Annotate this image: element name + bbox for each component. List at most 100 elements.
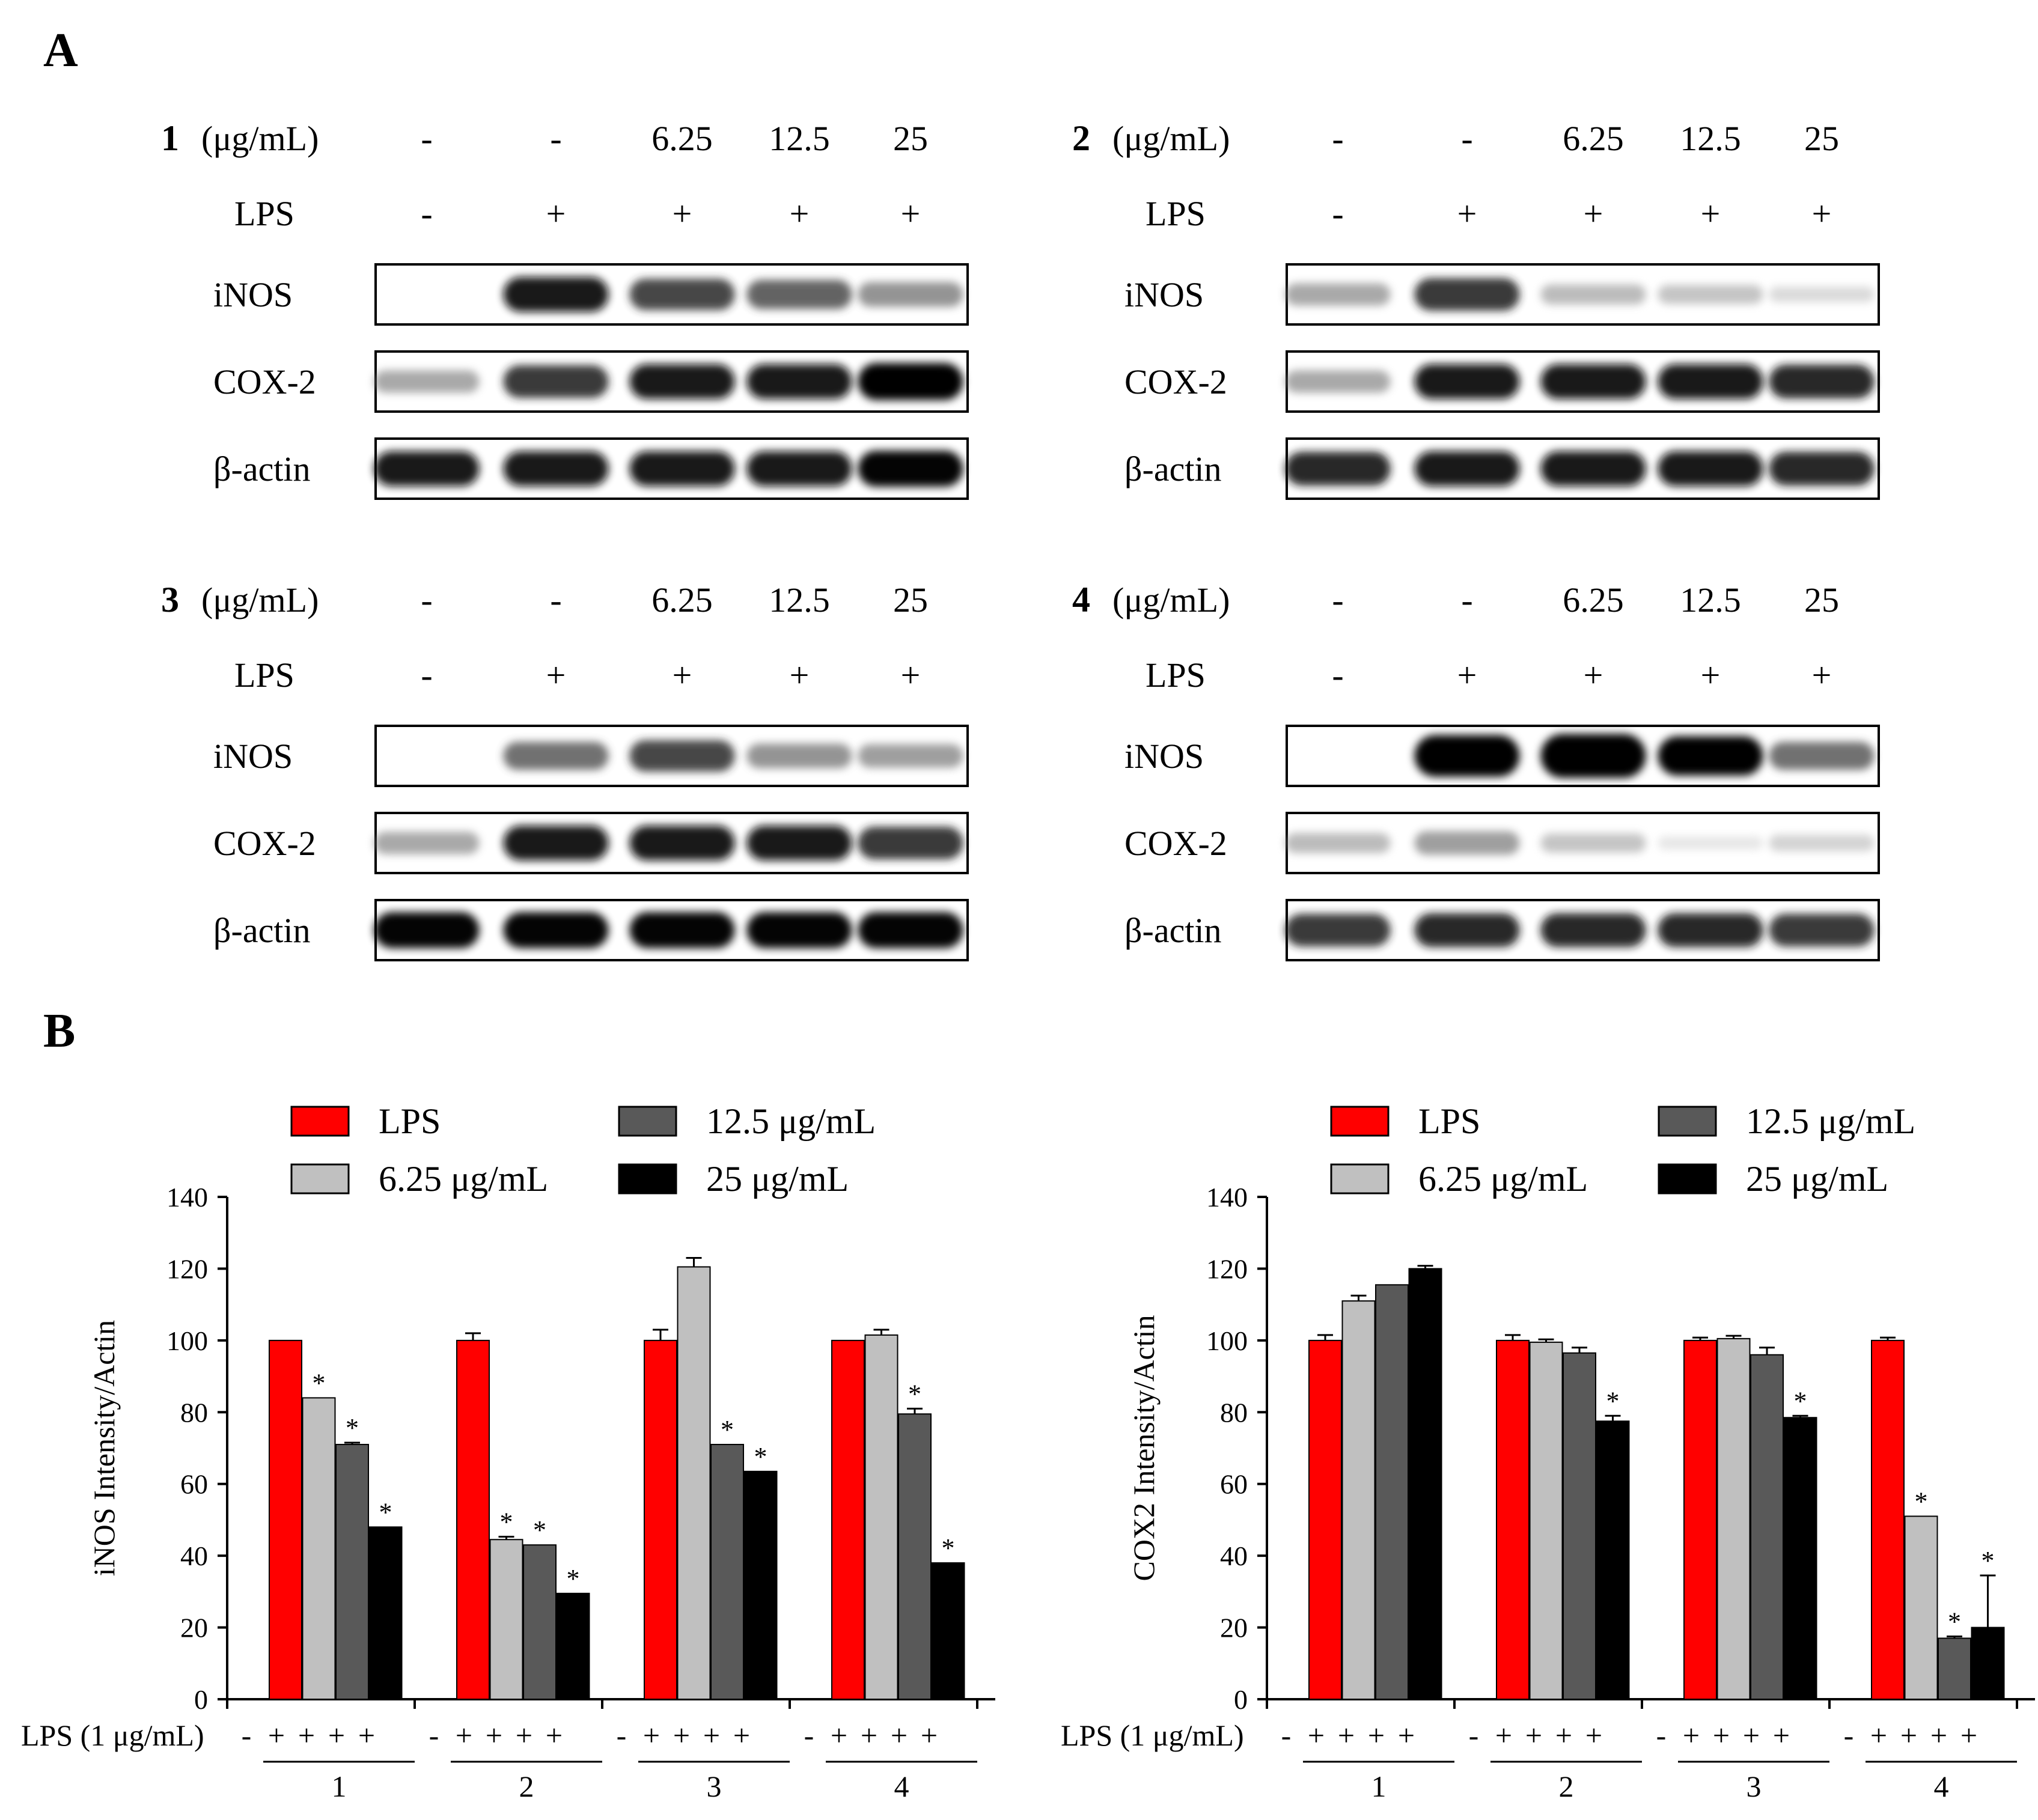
blot-band [1658,736,1763,776]
lps-sign: + [901,194,921,233]
bar [1750,1354,1784,1700]
protein-label: COX-2 [213,362,316,401]
blot-band [1769,287,1875,302]
blot-band [503,451,609,486]
blot-band [858,363,963,400]
blot-band [503,741,609,770]
lps-sign: + [1584,194,1603,233]
significance-mark: * [379,1497,392,1527]
blot-band [1540,284,1646,305]
group-label: 1 [1371,1770,1387,1803]
lps-sign: + [546,194,566,233]
protein-label: COX-2 [1124,824,1227,863]
conc-label: - [1332,119,1343,158]
lps-sign: - [1281,1718,1292,1752]
lps-sign: + [1812,194,1832,233]
conc-label: 12.5 [769,580,830,619]
lps-row-label: LPS [1146,194,1206,233]
lps-sign: + [1870,1718,1887,1752]
bar [269,1339,302,1700]
blot-band [858,282,963,307]
concentration-unit: (μg/mL) [201,119,319,158]
lps-sign: + [1495,1718,1512,1752]
lps-sign: + [1308,1718,1325,1752]
protein-label: iNOS [1124,737,1204,776]
y-tick-label: 120 [166,1253,208,1284]
blot-band [374,912,480,948]
blot-band [858,912,963,948]
lps-sign: + [790,194,810,233]
conc-label: 25 [1804,119,1839,158]
lps-sign: + [891,1718,908,1752]
bar [831,1339,865,1700]
protein-label: COX-2 [1124,362,1227,401]
legend-label: LPS [1418,1101,1480,1141]
y-tick-label: 120 [1206,1253,1248,1284]
blot-band [1285,833,1391,853]
blot-band [858,451,963,487]
bar [864,1334,898,1700]
legend-label: 6.25 μg/mL [379,1159,548,1199]
bar [1971,1627,2005,1700]
significance-mark: * [1915,1487,1928,1516]
y-tick-label: 40 [1220,1541,1248,1571]
blot-band [746,826,852,860]
significance-mark: * [1794,1386,1807,1416]
blot-band [1285,283,1391,306]
significance-mark: * [1606,1386,1620,1416]
conc-label: 6.25 [651,580,713,619]
blot-band [1769,835,1875,851]
lps-sign: + [673,656,692,695]
compound-number: 4 [1072,580,1090,619]
blot-band [374,451,480,486]
legend-label: LPS [379,1101,441,1141]
blot-band [746,743,852,768]
group-label: 4 [1934,1770,1949,1803]
lps-sign: + [298,1718,315,1752]
bar [489,1539,523,1700]
conc-label: - [550,119,561,158]
significance-mark: * [721,1415,734,1444]
group-label: 3 [1747,1770,1762,1803]
lps-sign: + [673,194,692,233]
lps-axis-label: LPS (1 μg/mL) [1061,1718,1244,1752]
lps-sign: - [1469,1718,1479,1752]
legend-swatch [618,1106,677,1137]
lps-sign: + [901,656,921,695]
lps-sign: + [790,656,810,695]
y-tick-label: 0 [194,1684,208,1715]
legend-swatch [1658,1163,1717,1195]
group-label: 2 [1559,1770,1574,1803]
y-tick-label: 60 [1220,1469,1248,1500]
legend-label: 25 μg/mL [706,1159,849,1199]
lps-sign: + [516,1718,532,1752]
lps-sign: + [861,1718,877,1752]
protein-label: iNOS [213,275,293,314]
blot-band [629,740,735,772]
conc-label: - [550,580,561,619]
lps-sign: + [268,1718,285,1752]
lps-sign: + [1701,656,1721,695]
blot-band [1414,451,1520,486]
lps-sign: + [1398,1718,1415,1752]
blot-2: 2 (μg/mL) - - 6.25 12.5 25 LPS - + + + + iNOS COX-2 β-a… [1072,118,1880,500]
legend-swatch [1330,1106,1390,1137]
lps-sign: + [546,1718,563,1752]
blot-1: 1 (μg/mL) - - 6.25 12.5 25 LPS - + + + + iNOS COX-2 β-a… [161,118,969,500]
lps-sign: - [804,1718,814,1752]
blot-band [746,451,852,486]
blot-band [629,364,735,399]
lps-sign: + [831,1718,847,1752]
lps-sign: + [921,1718,938,1752]
conc-label: - [1461,580,1472,619]
y-tick-label: 140 [166,1182,208,1213]
blot-band [1658,285,1763,304]
bar [1408,1268,1442,1700]
blot-band [1769,913,1875,947]
legend-label: 25 μg/mL [1746,1159,1888,1199]
concentration-unit: (μg/mL) [201,580,319,619]
lps-sign: - [421,194,432,233]
bar [710,1444,744,1700]
significance-mark: * [942,1533,955,1563]
